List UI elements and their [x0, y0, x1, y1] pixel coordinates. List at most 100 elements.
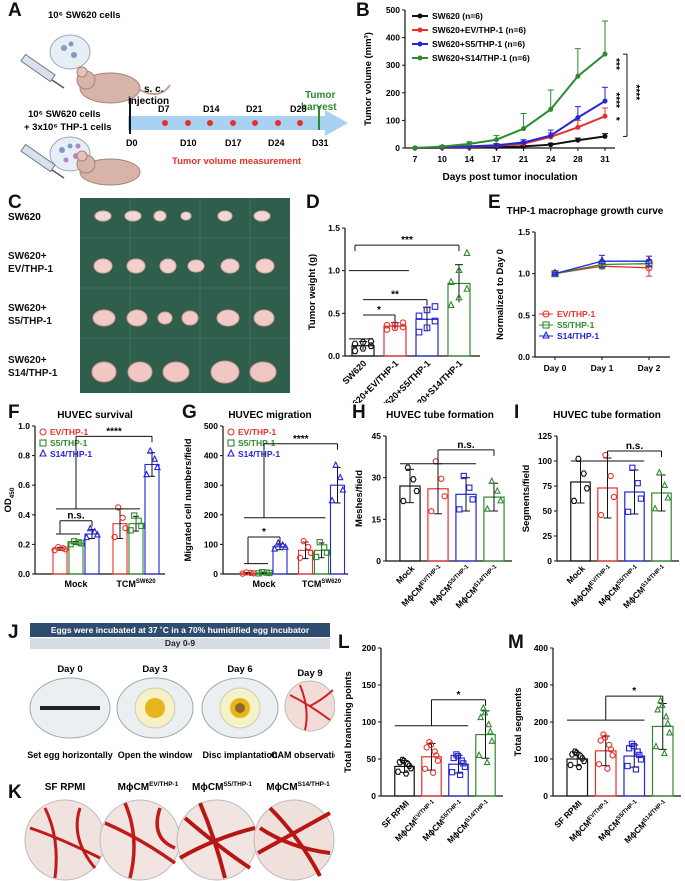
- y-tick-label: 1.5: [518, 227, 530, 237]
- data-point: [481, 708, 489, 716]
- y-axis-label: Total branching points: [343, 671, 354, 773]
- y-tick-label: 100: [538, 456, 552, 466]
- data-point: [321, 544, 328, 551]
- panel-c-tumor-photo: SW620: [8, 198, 290, 393]
- y-tick-label: 200: [386, 88, 400, 98]
- y-tick-label: 500: [204, 421, 218, 431]
- data-point: [55, 544, 62, 551]
- data-point: [399, 323, 407, 331]
- day-9-label: Day 9: [297, 668, 322, 679]
- y-tick-label: 100: [204, 539, 218, 549]
- x-tick-label: SW620: [340, 358, 368, 386]
- y-tick-label: 100: [534, 754, 548, 764]
- data-point: [548, 133, 554, 139]
- day-6-label: Day 6: [227, 664, 252, 675]
- data-point: [62, 546, 69, 553]
- data-point: [431, 748, 438, 755]
- significance-label: *: [632, 686, 636, 697]
- data-point: [78, 540, 85, 547]
- cell-dish-top: [49, 34, 91, 70]
- x-tick-label: 24: [546, 154, 556, 164]
- data-point: [271, 544, 279, 552]
- data-point: [548, 106, 554, 112]
- legend-marker: [417, 13, 423, 19]
- data-point: [658, 700, 666, 708]
- day-d21: D21: [246, 104, 263, 114]
- series-line: [554, 260, 649, 275]
- row-label-2: SW620+ EV/THP-1: [8, 251, 54, 275]
- data-point: [138, 522, 145, 530]
- mouse-icon: [76, 66, 171, 104]
- data-point: [575, 763, 583, 771]
- data-point: [580, 470, 587, 477]
- data-point: [400, 757, 408, 765]
- data-point: [279, 540, 287, 548]
- chart-title: THP-1 macrophage growth curve: [507, 206, 664, 217]
- data-point: [367, 342, 375, 350]
- significance-label: ****: [610, 92, 621, 108]
- data-point: [661, 480, 669, 488]
- caption-open-window: Open the window: [118, 750, 193, 760]
- cam-label-sf-rpmi: SF RPMI: [45, 782, 86, 793]
- x-axis-label: Days post tumor inoculation: [442, 172, 577, 183]
- data-point: [460, 760, 467, 767]
- injection-label-2: injection: [128, 96, 169, 107]
- legend-marker: [417, 55, 423, 61]
- legend-label: SW620+EV/THP-1 (n=6): [432, 25, 526, 35]
- x-tick-label: 7: [413, 154, 418, 164]
- significance-label: *: [262, 527, 266, 538]
- data-point: [570, 497, 578, 505]
- data-point: [575, 115, 581, 121]
- data-point: [651, 504, 659, 512]
- cam-image-4: [253, 799, 335, 881]
- x-tick-label: Mock: [564, 563, 587, 586]
- y-tick-label: 1.0: [518, 269, 530, 279]
- row-label-3: SW620+ S5/THP-1: [8, 303, 52, 327]
- caption-cam: CAM observation: [271, 750, 335, 760]
- significance-label: *: [457, 690, 461, 701]
- x-tick-label: Mock: [394, 563, 417, 586]
- legend-label: SW620+S14/THP-1 (n=6): [432, 53, 530, 63]
- data-point: [351, 340, 359, 348]
- day-d10: D10: [180, 138, 197, 148]
- data-point: [305, 543, 312, 551]
- cam-label-ev: MϕCMEV/THP-1: [118, 781, 179, 793]
- data-point: [573, 749, 580, 757]
- data-point: [454, 753, 462, 760]
- y-axis-label: Segments/field: [521, 465, 532, 533]
- data-point: [450, 754, 457, 762]
- data-point: [423, 306, 431, 314]
- data-point: [83, 533, 91, 541]
- chart-h-meshes: HUVEC tube formation 0 15 30 45 Meshes/field M…: [354, 410, 512, 610]
- data-point: [455, 292, 463, 301]
- y-tick-label: 125: [538, 431, 552, 441]
- data-point: [316, 539, 323, 546]
- y-tick-label: 0.6: [18, 480, 30, 490]
- legend-label: S14/THP-1: [50, 449, 92, 459]
- panel-letter-g: G: [182, 402, 197, 423]
- egg-icon: [29, 677, 111, 739]
- data-point: [469, 496, 476, 503]
- y-tick-label: 25: [543, 531, 553, 541]
- data-point: [447, 277, 455, 285]
- data-point: [93, 530, 101, 538]
- significance-label: *: [610, 117, 621, 121]
- legend-marker: [417, 41, 423, 47]
- y-axis-label: Migrated cell numbers/field: [183, 438, 194, 561]
- tumor-row-3: [92, 309, 275, 327]
- data-point: [610, 493, 618, 501]
- data-point: [580, 757, 588, 765]
- data-point: [521, 139, 527, 145]
- data-point: [645, 255, 653, 264]
- harvest-label-1: Tumor: [305, 90, 335, 101]
- cam-icon: [284, 680, 335, 732]
- data-point: [351, 347, 359, 355]
- panel-letter-f: F: [8, 402, 20, 423]
- data-point: [575, 73, 581, 79]
- data-point: [239, 570, 246, 577]
- data-point: [483, 758, 491, 766]
- caption-set-egg: Set egg horizontally: [27, 750, 113, 760]
- data-point: [460, 472, 467, 480]
- data-point: [243, 569, 250, 576]
